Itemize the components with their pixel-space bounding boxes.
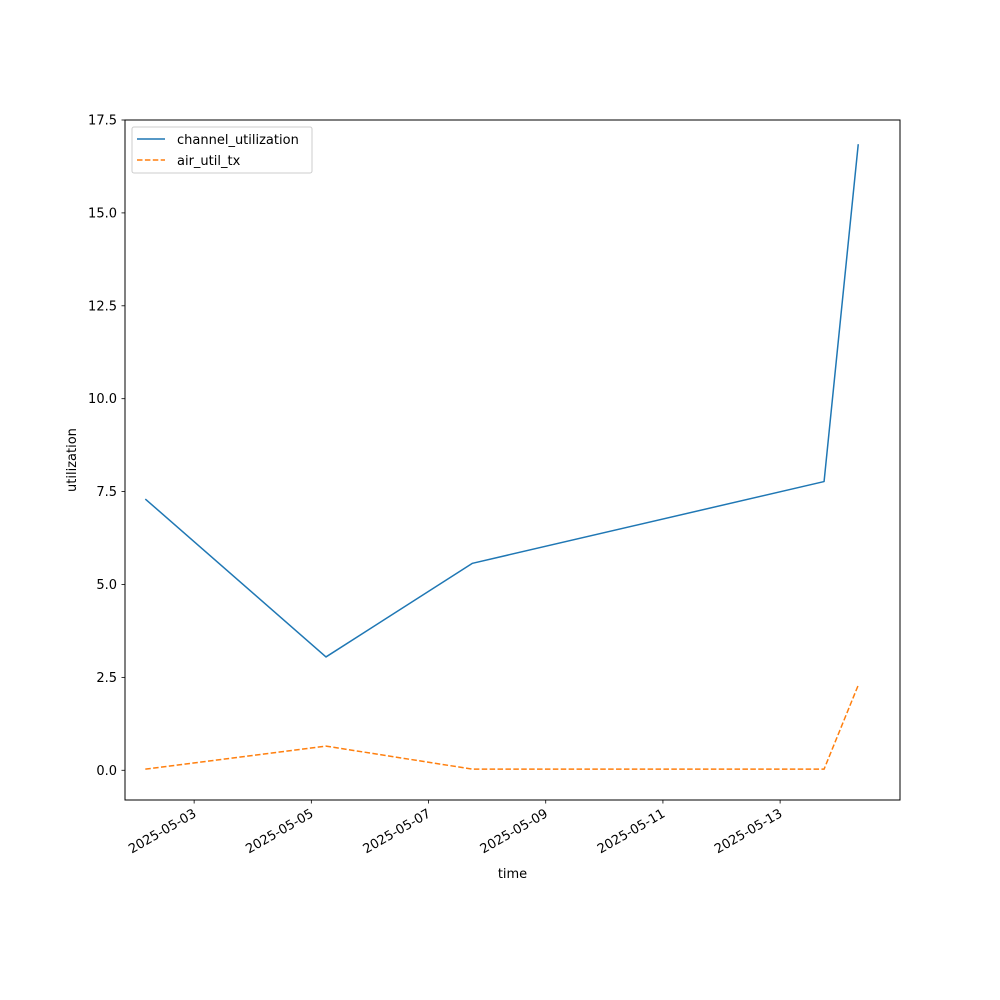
legend: channel_utilization air_util_tx [131,126,313,174]
legend-label-channel-utilization: channel_utilization [177,133,299,148]
y-tick-label: 0.0 [96,764,117,779]
y-tick-label: 17.5 [88,114,117,129]
series-lines [144,144,859,770]
series-line-channel-utilization [144,144,859,658]
y-tick-label: 15.0 [88,206,117,221]
plot-frame [124,119,901,801]
y-axis-ticks: 0.0 2.5 5.0 7.5 10.0 12.5 15.0 17.5 [88,114,125,779]
x-axis-label: time [498,867,527,882]
series-line-air-util-tx [145,684,859,770]
legend-label-air-util-tx: air_util_tx [177,154,241,169]
y-tick-label: 2.5 [96,671,117,686]
y-axis-label: utilization [65,428,80,492]
plot-area [125,120,900,800]
y-tick-label: 5.0 [96,578,117,593]
y-tick-label: 12.5 [88,299,117,314]
legend-box [131,126,313,174]
y-tick-label: 7.5 [96,485,117,500]
y-tick-label: 10.0 [88,392,117,407]
